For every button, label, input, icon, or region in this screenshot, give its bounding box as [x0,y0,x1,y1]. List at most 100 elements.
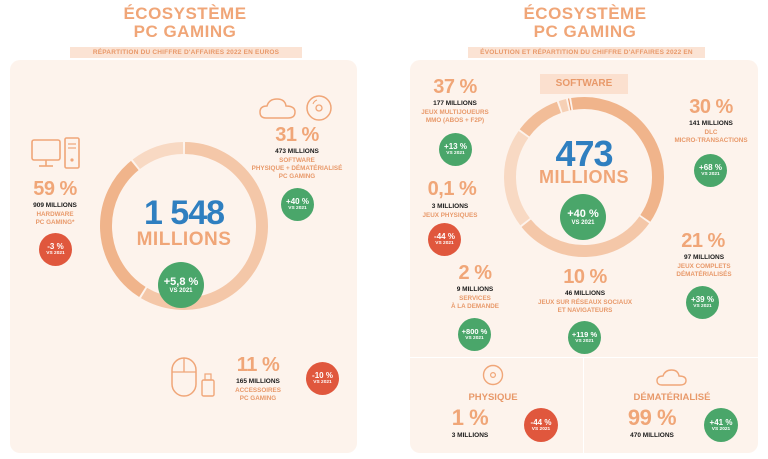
software-badge-value: +40 % [286,197,309,206]
left-donut-slice-2: SOFTWARE PHYSIQUE + DÉMATÉRIALISÉ PC GAM… [100,160,146,298]
accessories-badge-sub: VS 2021 [313,380,332,385]
accessories-label1: ACCESSOIRES [235,387,281,394]
mouse-icon [171,357,215,397]
dematerialise-badge-value: +41 % [709,417,733,427]
software-label1: SOFTWARE [279,157,315,164]
mmo-label2: MMO (ABOS + F2P) [425,117,485,124]
left-title-line1: ÉCOSYSTÈME [123,4,247,23]
services-badge: +800 % VS 2021 [458,318,491,351]
social-badge-sub: VS 2021 [575,339,594,344]
mmo-badge: +13 % VS 2021 [439,133,472,166]
hardware-badge-sub: VS 2021 [46,251,65,256]
physical-games-label1: JEUX PHYSIQUES [422,212,478,219]
physical-games-badge-value: -44 % [434,232,455,241]
social-pct: 10 % [563,266,607,288]
mmo-label1: JEUX MULTIJOUEURS [421,109,489,116]
left-total-badge: +5,8 % VS 2021 [158,262,204,308]
services-label2: À LA DEMANDE [450,303,500,310]
left-total-value: 1 548 [143,194,225,232]
services-badge-value: +800 % [461,327,488,336]
physique-pct: 1 % [451,405,489,430]
hardware-badge-value: -3 % [47,242,64,251]
social-label1: JEUX SUR RÉSEAUX SOCIAUX [537,299,633,306]
services-pct: 2 % [458,262,492,284]
dematerialise-label: DÉMATÉRIALISÉ [633,392,711,403]
accessories-badge-value: -10 % [312,371,333,380]
right-donut-slice-2: DLC MICRO-TRANSACTIONS [521,216,650,257]
disc-icon [306,95,332,121]
right-total-value: 473 [555,133,613,174]
right-subtitle: ÉVOLUTION ET RÉPARTITION DU CHIFFRE D'AF… [468,47,705,67]
software-badge: +40 % VS 2021 [281,188,314,221]
mmo-badge-sub: VS 2021 [446,151,465,156]
right-total-unit: MILLIONS [539,167,629,187]
physique-label: PHYSIQUE [468,392,518,403]
services-amount: 9 MILLIONS [456,286,494,293]
physique-badge-value: -44 % [530,417,552,427]
software-label3: PC GAMING [278,173,316,180]
right-donut-slice-1: JEUX MULTIJOUEURS MMO (ABOS + F2P) [571,97,664,222]
right-donut-slice-3: JEUX COMPLETS DÉMATÉRIALISÉS [504,130,530,226]
accessories-amount: 165 MILLIONS [236,378,280,385]
physical-games-badge-sub: VS 2021 [435,241,454,246]
complete-games-label1: JEUX COMPLETS [677,263,731,270]
hardware-badge: -3 % VS 2021 [39,233,72,266]
hardware-pct: 59 % [33,178,77,200]
dematerialise-badge-sub: VS 2021 [711,426,731,432]
dlc-badge: +68 % VS 2021 [694,154,727,187]
left-total-badge-sub: VS 2021 [169,288,193,294]
dlc-pct: 30 % [689,96,733,118]
right-panel-physique [410,358,583,453]
software-label2: PHYSIQUE + DÉMATÉRIALISÉ [251,165,343,172]
complete-games-badge: +39 % VS 2021 [686,286,719,319]
left-total-unit: MILLIONS [136,229,232,250]
right-title-line2: PC GAMING [533,22,637,41]
physique-amount: 3 MILLIONS [451,432,489,439]
right-donut-slice-5: SERVICES À LA DEMANDE [558,99,569,113]
hardware-amount: 909 MILLIONS [33,202,77,209]
complete-games-pct: 21 % [681,230,725,252]
physical-games-amount: 3 MILLIONS [431,203,469,210]
dlc-amount: 141 MILLIONS [689,120,733,127]
computer-icon [31,137,80,169]
dematerialise-amount: 470 MILLIONS [630,432,674,439]
complete-games-badge-sub: VS 2021 [693,304,712,309]
complete-games-badge-value: +39 % [691,295,714,304]
right-title: ÉCOSYSTÈME PC GAMING [505,5,665,41]
right-title-line1: ÉCOSYSTÈME [523,4,647,23]
software-tag: SOFTWARE [540,74,628,94]
dematerialise-cloud-icon [656,369,687,386]
dlc-label1: DLC [704,129,718,136]
right-donut-slice-4: JEUX SUR RÉSEAUX SOCIAUX ET NAVIGATEURS [519,101,562,137]
complete-games-label2: DÉMATÉRIALISÉS [676,271,732,278]
software-badge-sub: VS 2021 [288,206,307,211]
services-label1: SERVICES [459,295,491,302]
physique-badge-sub: VS 2021 [531,426,551,432]
left-subtitle: RÉPARTITION DU CHIFFRE D'AFFAIRES 2022 E… [70,47,302,58]
software-amount: 473 MILLIONS [275,148,319,155]
social-amount: 46 MILLIONS [564,290,606,297]
mmo-pct: 37 % [433,76,477,98]
dematerialise-badge: +41 % VS 2021 [704,408,738,442]
cloud-icon [259,98,296,119]
dlc-badge-sub: VS 2021 [701,172,720,177]
complete-games-amount: 97 MILLIONS [683,254,725,261]
software-pct: 31 % [275,124,319,146]
left-donut-slice-3: ACCESSOIRES PC GAMING [132,142,184,170]
accessories-label2: PC GAMING [239,395,277,402]
mmo-badge-value: +13 % [444,142,467,151]
hardware-label1: HARDWARE [36,211,74,218]
physical-games-pct: 0,1 % [427,178,477,200]
social-label2: ET NAVIGATEURS [557,307,613,314]
right-total-badge-value: +40 % [567,208,599,220]
left-title: ÉCOSYSTÈME PC GAMING [105,5,265,41]
social-badge: +119 % VS 2021 [568,321,601,354]
physique-disc-icon [482,364,504,386]
physical-games-badge: -44 % VS 2021 [428,223,461,256]
accessories-badge: -10 % VS 2021 [306,362,339,395]
accessories-pct: 11 % [236,354,280,376]
services-badge-sub: VS 2021 [465,336,484,341]
dlc-badge-value: +68 % [699,163,722,172]
hardware-label2: PC GAMING* [35,219,75,226]
right-total-badge: +40 % VS 2021 [560,194,606,240]
